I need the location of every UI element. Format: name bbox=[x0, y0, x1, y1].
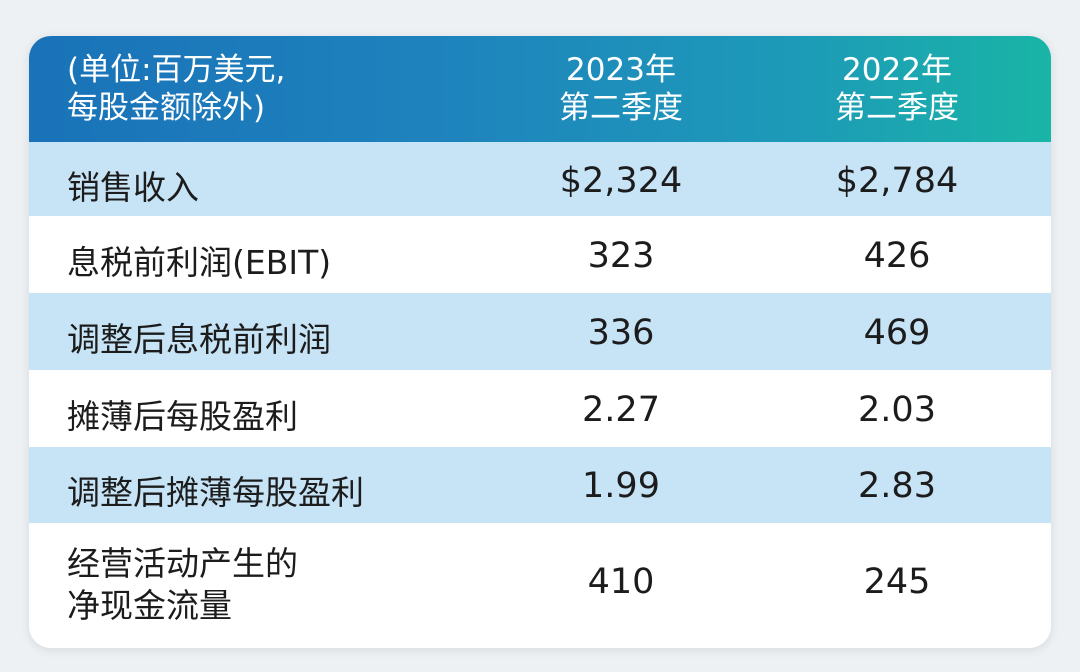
value-2022: 245 bbox=[863, 562, 931, 602]
row-label-line2: 净现金流量 bbox=[67, 586, 232, 625]
row-label-line1: 经营活动产生的 bbox=[67, 544, 298, 583]
unit-note-line1: (单位:百万美元, bbox=[67, 52, 286, 88]
table-row-diluted-eps: 摊薄后每股盈利 2.27 2.03 bbox=[29, 370, 1051, 447]
table-row-operating-cash-flow: 经营活动产生的 净现金流量 410 245 bbox=[29, 523, 1051, 648]
value-2023: 410 bbox=[587, 562, 655, 602]
column-header-2023: 2023年 第二季度 bbox=[501, 51, 741, 127]
value-2023: 323 bbox=[587, 236, 655, 276]
table-row-adjusted-ebit: 调整后息税前利润 336 469 bbox=[29, 293, 1051, 370]
table-row-adjusted-diluted-eps: 调整后摊薄每股盈利 1.99 2.83 bbox=[29, 447, 1051, 523]
row-label: 经营活动产生的 净现金流量 bbox=[67, 543, 298, 627]
value-2023: 336 bbox=[587, 313, 655, 353]
value-2023: 1.99 bbox=[582, 466, 660, 506]
unit-note: (单位:百万美元, 每股金额除外) bbox=[67, 51, 285, 127]
value-2022: 469 bbox=[863, 313, 931, 353]
value-2022: $2,784 bbox=[835, 161, 959, 201]
column-header-2022: 2022年 第二季度 bbox=[777, 51, 1017, 127]
financial-table-card: (单位:百万美元, 每股金额除外) 2023年 第二季度 2022年 第二季度 … bbox=[29, 36, 1051, 648]
row-label: 销售收入 bbox=[67, 168, 199, 207]
value-2022: 2.83 bbox=[858, 466, 936, 506]
row-label: 调整后摊薄每股盈利 bbox=[67, 473, 364, 512]
row-label: 调整后息税前利润 bbox=[67, 320, 331, 359]
table-header: (单位:百万美元, 每股金额除外) 2023年 第二季度 2022年 第二季度 bbox=[29, 36, 1051, 142]
row-label: 摊薄后每股盈利 bbox=[67, 397, 298, 436]
value-2022: 2.03 bbox=[858, 390, 936, 430]
column-header-2022-year: 2022年 bbox=[842, 52, 952, 88]
table-row-ebit: 息税前利润(EBIT) 323 426 bbox=[29, 216, 1051, 293]
column-header-2023-year: 2023年 bbox=[566, 52, 676, 88]
unit-note-line2: 每股金额除外) bbox=[67, 90, 266, 126]
value-2022: 426 bbox=[863, 236, 931, 276]
row-label: 息税前利润(EBIT) bbox=[67, 243, 332, 282]
value-2023: 2.27 bbox=[582, 390, 660, 430]
table-row-sales: 销售收入 $2,324 $2,784 bbox=[29, 142, 1051, 216]
value-2023: $2,324 bbox=[559, 161, 683, 201]
column-header-2023-quarter: 第二季度 bbox=[559, 90, 683, 126]
column-header-2022-quarter: 第二季度 bbox=[835, 90, 959, 126]
